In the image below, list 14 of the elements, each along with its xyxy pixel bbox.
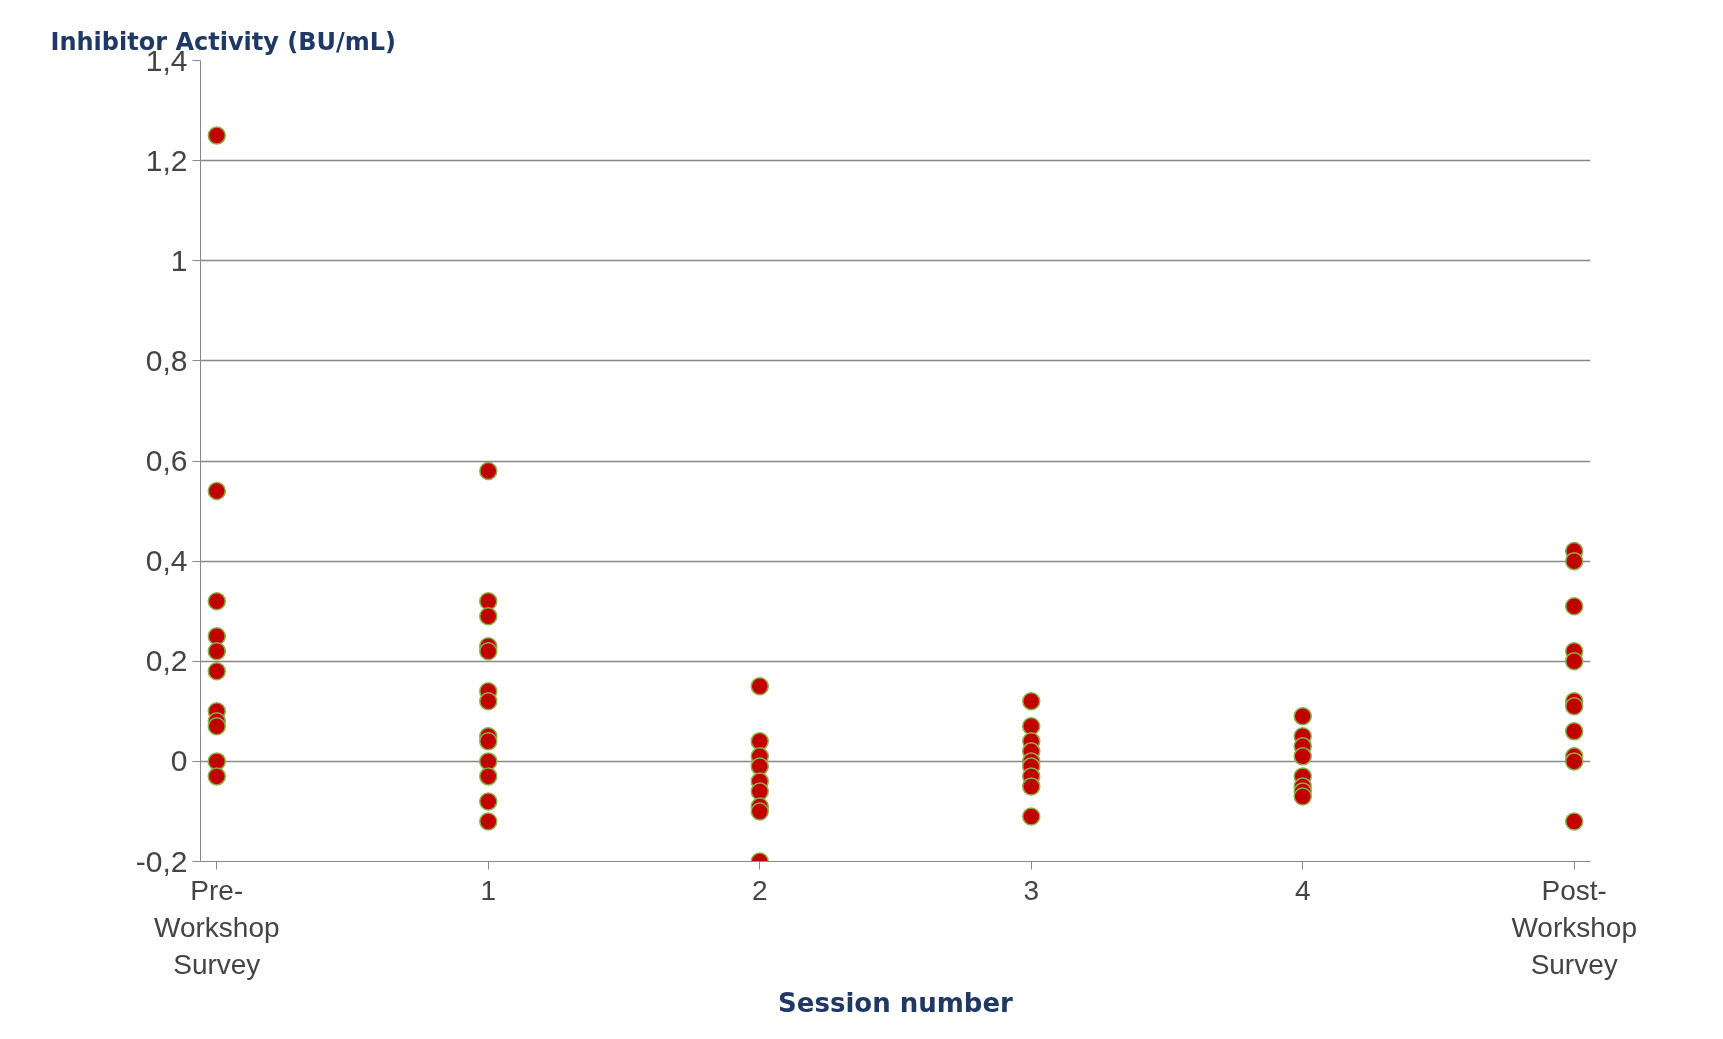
- y-tick-label: 0: [170, 744, 188, 778]
- y-tick-label: 0,2: [145, 644, 188, 678]
- x-tick-label: 1: [480, 874, 497, 906]
- x-tick-label: 2: [751, 874, 768, 906]
- x-tick-label: Post-Workshop Survey: [1511, 874, 1637, 980]
- y-tick-label: -0,2: [135, 844, 188, 878]
- y-tick-label: 1: [170, 243, 188, 277]
- x-axis-title: Session number: [778, 987, 1014, 1018]
- y-tick-label: 0,4: [145, 544, 188, 578]
- x-tick-label: 3: [1023, 874, 1040, 906]
- x-tick-label: 4: [1294, 874, 1311, 906]
- y-tick-label: 1,2: [145, 143, 188, 177]
- y-tick-label: 0,6: [145, 444, 188, 477]
- y-tick-label: 0,8: [145, 343, 188, 377]
